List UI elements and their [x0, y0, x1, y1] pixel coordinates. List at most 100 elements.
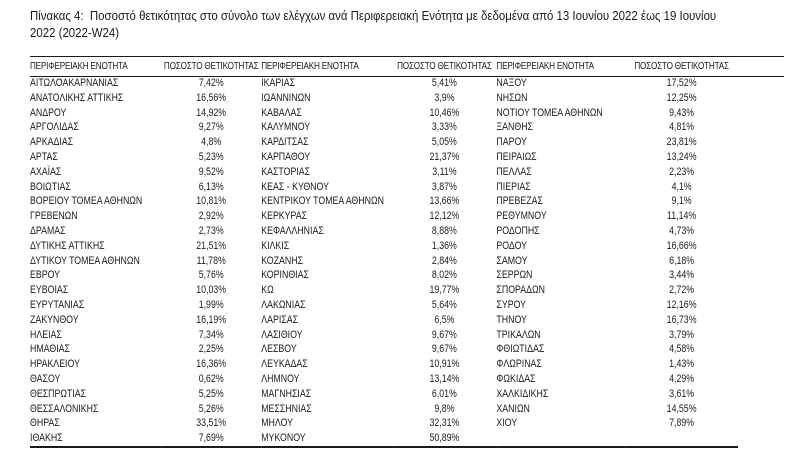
region-cell: ΛΑΣΙΘΙΟΥ: [261, 328, 303, 341]
region-cell: ΚΑΒΑΛΑΣ: [261, 106, 302, 119]
rate-cell: 0,62%: [198, 372, 224, 385]
rate-cell: 23,81%: [666, 136, 697, 149]
rate-cell: 14,92%: [196, 106, 227, 119]
rate-cell: 10,81%: [196, 195, 227, 208]
rate-cell: 13,14%: [429, 372, 460, 385]
region-cell: ΜΕΣΣΗΝΙΑΣ: [261, 402, 312, 415]
rate-cell: 16,66%: [666, 239, 697, 252]
rate-cell: 1,36%: [431, 239, 457, 252]
region-cell: ΝΑΞΟΥ: [496, 77, 527, 89]
rate-cell: 10,46%: [429, 106, 460, 119]
rate-cell: 6,01%: [431, 387, 457, 400]
rate-cell: 1,99%: [198, 298, 224, 311]
region-cell: ΔΥΤΙΚΗΣ ΑΤΤΙΚΗΣ: [30, 239, 105, 252]
table-caption: Πίνακας 4: Ποσοστό θετικότητας στο σύνολ…: [30, 7, 763, 41]
region-cell: ΚΕΡΚΥΡΑΣ: [261, 210, 308, 223]
rate-cell: 7,69%: [198, 432, 224, 445]
rate-cell: 7,42%: [198, 77, 224, 89]
rate-cell: 16,73%: [666, 313, 697, 326]
table-row: ΔΡΑΜΑΣ 2,73% ΚΕΦΑΛΛΗΝΙΑΣ 8,88% ΡΟΔΟΠΗΣ 4,73%: [30, 224, 738, 239]
region-cell: ΚΟΡΙΝΘΙΑΣ: [261, 269, 309, 282]
region-cell: ΜΗΛΟΥ: [261, 417, 294, 430]
table-row: ΕΒΡΟΥ 5,76% ΚΟΡΙΝΘΙΑΣ 8,02% ΣΕΡΡΩΝ 3,44%: [30, 268, 738, 283]
region-cell: ΗΡΑΚΛΕΙΟΥ: [30, 358, 80, 371]
table-row: ΗΛΕΙΑΣ 7,34% ΛΑΣΙΘΙΟΥ 9,67% ΤΡΙΚΑΛΩΝ 3,79%: [30, 328, 738, 343]
region-cell: ΙΘΑΚΗΣ: [30, 432, 63, 445]
region-cell: ΚΑΣΤΟΡΙΑΣ: [261, 165, 311, 178]
table-row: ΖΑΚΥΝΘΟΥ 16,19% ΛΑΡΙΣΑΣ 6,5% ΤΗΝΟΥ 16,73%: [30, 313, 738, 328]
table-row: ΗΜΑΘΙΑΣ 2,25% ΛΕΣΒΟΥ 9,67% ΦΘΙΩΤΙΔΑΣ 4,58%: [30, 342, 738, 357]
region-cell: ΛΑΚΩΝΙΑΣ: [261, 298, 306, 311]
rate-cell: 7,89%: [669, 417, 695, 430]
region-cell: ΙΩΑΝΝΙΝΩΝ: [261, 91, 311, 104]
region-cell: ΠΡΕΒΕΖΑΣ: [496, 195, 543, 208]
region-cell: ΝΗΣΩΝ: [496, 91, 528, 104]
rate-cell: 21,51%: [196, 239, 227, 252]
rate-cell: 5,25%: [198, 387, 224, 400]
region-cell: ΘΗΡΑΣ: [30, 417, 60, 430]
region-cell: ΔΡΑΜΑΣ: [30, 224, 66, 237]
region-cell: ΑΝΑΤΟΛΙΚΗΣ ΑΤΤΙΚΗΣ: [30, 91, 124, 104]
region-cell: ΦΘΙΩΤΙΔΑΣ: [496, 343, 545, 356]
rate-cell: 4,58%: [669, 343, 695, 356]
column-header-region: ΠΕΡΙΦΕΡΕΙΑΚΗ ΕΝΟΤΗΤΑ: [30, 60, 128, 72]
rate-cell: 5,26%: [198, 402, 224, 415]
region-cell: ΚΙΛΚΙΣ: [261, 239, 290, 252]
rate-cell: 5,41%: [431, 77, 457, 89]
rate-cell: 4,1%: [671, 180, 692, 193]
region-cell: ΚΟΖΑΝΗΣ: [261, 254, 304, 267]
region-cell: ΚΕΑΣ - ΚΥΘΝΟΥ: [261, 180, 329, 193]
table-rule-top: [30, 56, 784, 58]
region-cell: ΑΡΚΑΔΙΑΣ: [30, 136, 74, 149]
region-cell: ΡΕΘΥΜΝΟΥ: [496, 210, 547, 223]
rate-cell: 6,13%: [198, 180, 224, 193]
rate-cell: 13,24%: [666, 150, 697, 163]
rate-cell: 12,25%: [666, 91, 697, 104]
region-cell: ΔΥΤΙΚΟΥ ΤΟΜΕΑ ΑΘΗΝΩΝ: [30, 254, 140, 267]
rate-cell: 3,9%: [434, 91, 455, 104]
rate-cell: 12,16%: [666, 298, 697, 311]
region-cell: ΦΩΚΙΔΑΣ: [496, 372, 536, 385]
region-cell: ΠΕΙΡΑΙΩΣ: [496, 150, 537, 163]
region-cell: ΓΡΕΒΕΝΩΝ: [30, 210, 78, 223]
rate-cell: 9,52%: [198, 165, 224, 178]
region-cell: ΕΒΡΟΥ: [30, 269, 61, 282]
rate-cell: 5,05%: [431, 136, 457, 149]
rate-cell: 4,8%: [201, 136, 222, 149]
column-header-rate: ΠΟΣΟΣΤΟ ΘΕΤΙΚΟΤΗΤΑΣ: [163, 60, 259, 72]
region-cell: ΤΗΝΟΥ: [496, 313, 527, 326]
rate-cell: 32,31%: [429, 417, 460, 430]
rate-cell: 5,76%: [198, 269, 224, 282]
rate-cell: 2,92%: [198, 210, 224, 223]
rate-cell: 3,11%: [432, 165, 457, 178]
region-cell: [496, 431, 625, 447]
region-cell: ΦΛΩΡΙΝΑΣ: [496, 358, 542, 371]
table-row: ΘΑΣΟΥ 0,62% ΛΗΜΝΟΥ 13,14% ΦΩΚΙΔΑΣ 4,29%: [30, 372, 738, 387]
region-cell: ΘΕΣΣΑΛΟΝΙΚΗΣ: [30, 402, 99, 415]
table-row: ΑΧΑΪΑΣ 9,52% ΚΑΣΤΟΡΙΑΣ 3,11% ΠΕΛΛΑΣ 2,23%: [30, 165, 738, 180]
rate-cell: 5,23%: [198, 150, 224, 163]
rate-cell: 3,79%: [669, 328, 695, 341]
table-row: ΑΡΤΑΣ 5,23% ΚΑΡΠΑΘΟΥ 21,37% ΠΕΙΡΑΙΩΣ 13,24%: [30, 150, 738, 165]
rate-cell: 10,03%: [196, 284, 227, 297]
region-cell: ΚΩ: [261, 284, 274, 297]
region-cell: ΘΕΣΠΡΩΤΙΑΣ: [30, 387, 87, 400]
region-cell: ΡΟΔΟΥ: [496, 239, 528, 252]
region-cell: ΡΟΔΟΠΗΣ: [496, 224, 540, 237]
rate-cell: 2,23%: [669, 165, 695, 178]
region-cell: ΕΥΒΟΙΑΣ: [30, 284, 69, 297]
region-cell: ΚΑΛΥΜΝΟΥ: [261, 121, 311, 134]
rate-cell: 11,78%: [196, 254, 226, 267]
table-row: ΑΝΔΡΟΥ 14,92% ΚΑΒΑΛΑΣ 10,46% ΝΟΤΙΟΥ ΤΟΜΕΑ ΑΘ…: [30, 106, 738, 121]
rate-cell: 16,36%: [196, 358, 227, 371]
column-header-rate: ΠΟΣΟΣΤΟ ΘΕΤΙΚΟΤΗΤΑΣ: [397, 60, 492, 72]
rate-cell: 4,73%: [669, 224, 695, 237]
rate-cell: 14,55%: [666, 402, 697, 415]
column-header-region: ΠΕΡΙΦΕΡΕΙΑΚΗ ΕΝΟΤΗΤΑ: [496, 60, 594, 72]
table-row: ΔΥΤΙΚΟΥ ΤΟΜΕΑ ΑΘΗΝΩΝ 11,78% ΚΟΖΑΝΗΣ 2,84% ΣΑ…: [30, 254, 738, 269]
rate-cell: 2,72%: [669, 284, 695, 297]
region-cell: ΒΟΡΕΙΟΥ ΤΟΜΕΑ ΑΘΗΝΩΝ: [30, 195, 143, 208]
region-cell: ΑΝΔΡΟΥ: [30, 106, 67, 119]
positivity-table: ΠΕΡΙΦΕΡΕΙΑΚΗ ΕΝΟΤΗΤΑ ΠΟΣΟΣΤΟ ΘΕΤΙΚΟΤΗΤΑΣ…: [30, 56, 738, 448]
